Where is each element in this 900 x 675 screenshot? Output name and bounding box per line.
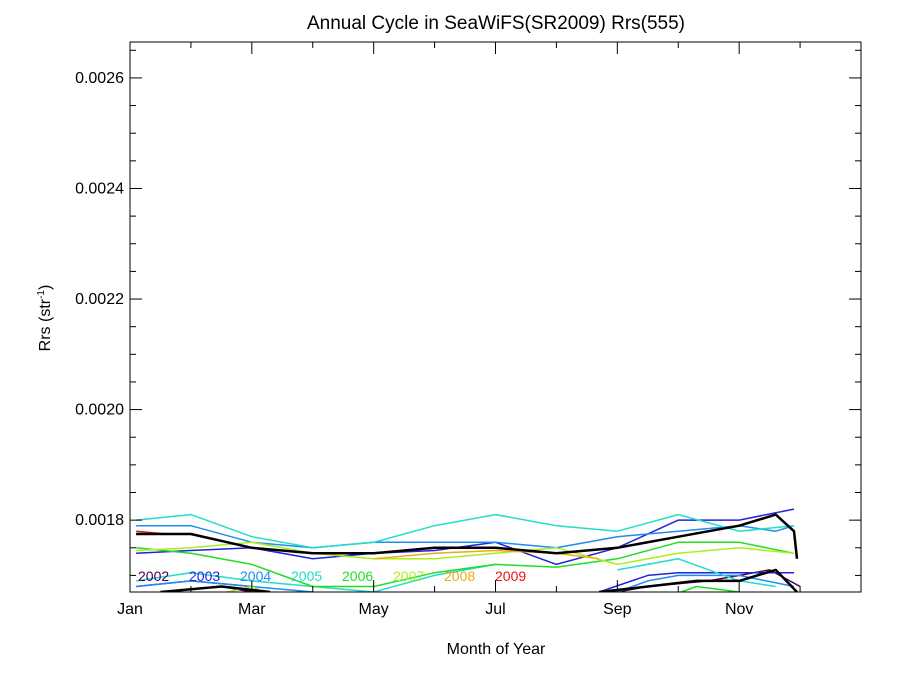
series-line-12 — [136, 541, 795, 588]
series-line-13 — [679, 585, 740, 592]
legend-entry: 2009 — [495, 568, 526, 584]
series-line-19 — [136, 513, 799, 559]
series-line-11 — [617, 558, 776, 588]
plot-frame — [129, 41, 862, 593]
legend: 2002 2003 2004 2005 2006 2007 2008 2009 — [138, 568, 526, 584]
x-tick-label: Jul — [485, 601, 505, 618]
x-tick-label: May — [359, 601, 389, 618]
series-line-5 — [598, 571, 794, 592]
y-axis-label-sup: -1 — [36, 290, 47, 299]
series-line-8 — [617, 574, 795, 592]
legend-entry: 2003 — [189, 568, 220, 584]
y-axis-label: Rrs (str-1) — [36, 285, 54, 352]
series-layer — [135, 508, 801, 592]
y-axis-label-close: ) — [37, 285, 54, 290]
x-tick-label: Nov — [725, 601, 753, 618]
x-axis-label: Month of Year — [447, 641, 546, 658]
legend-entry: 2006 — [342, 568, 373, 584]
legend-entry: 2005 — [291, 568, 322, 584]
x-tick-label: Sep — [603, 601, 632, 618]
y-tick-label: 0.0022 — [75, 291, 124, 308]
y-tick-label: 0.0020 — [75, 402, 124, 419]
legend-entry: 2008 — [444, 568, 475, 584]
series-line-16 — [373, 549, 600, 560]
y-tick-label: 0.0026 — [75, 70, 124, 87]
series-line-2 — [613, 569, 801, 592]
series-line-14 — [136, 541, 795, 566]
chart-title: Annual Cycle in SeaWiFS(SR2009) Rrs(555) — [307, 13, 685, 34]
series-line-20 — [160, 585, 271, 592]
series-line-9 — [136, 513, 795, 549]
x-tick-label: Jan — [117, 601, 143, 618]
series-line-7 — [136, 580, 313, 592]
legend-entry: 2002 — [138, 568, 169, 584]
y-tick-label: 0.0024 — [75, 180, 124, 197]
legend-entry: 2004 — [240, 568, 271, 584]
legend-entry: 2007 — [393, 568, 424, 584]
y-axis-label-main: Rrs (str — [37, 298, 54, 351]
y-tick-label: 0.0018 — [75, 512, 124, 529]
series-line-3 — [136, 508, 795, 566]
ticks-layer: 0.0018 0.0020 0.0022 0.0024 0.0026 Jan Mar May J… — [75, 42, 861, 618]
series-line-18 — [224, 591, 230, 592]
x-tick-label: Mar — [238, 601, 266, 618]
series-line-21 — [598, 568, 798, 592]
